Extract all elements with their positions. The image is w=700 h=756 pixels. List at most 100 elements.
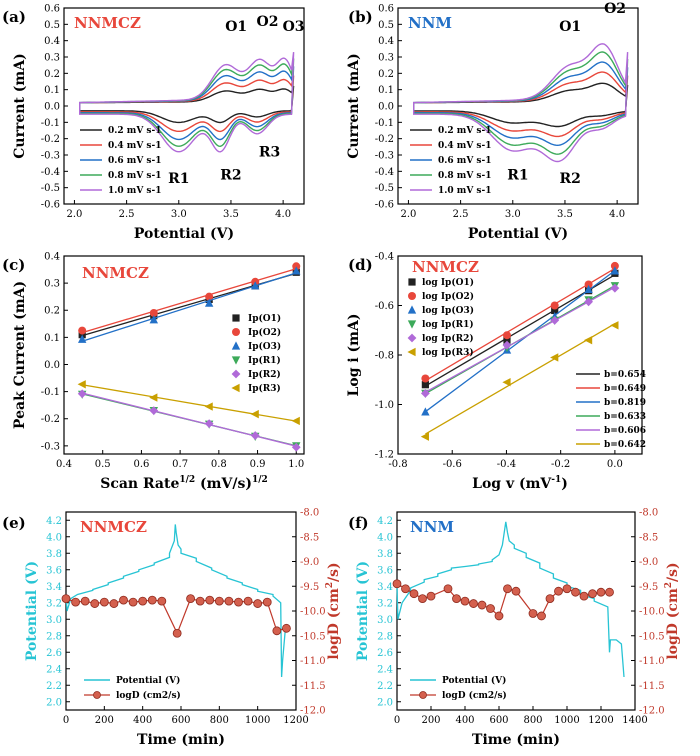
panel-f-y-tick-label: 2.4	[377, 664, 393, 675]
panel-f-y2-axis-label-sup: 2	[664, 582, 674, 588]
panel-d-data-point	[420, 432, 429, 441]
panel-a-legend-label: 1.0 mV s-1	[108, 186, 162, 196]
panel-a-y-axis-label: Current (mA)	[12, 53, 28, 158]
panel-b-y-tick-label: -0.1	[375, 118, 394, 129]
panel-a-peak-label: O2	[257, 14, 279, 30]
panel-d-data-point	[610, 283, 620, 293]
panel-b-x-tick-label: 2.0	[400, 209, 416, 220]
panel-e-logd-point	[90, 599, 100, 608]
panel-b-x-tick-label: 2.5	[453, 209, 469, 220]
panel-f-logd-point	[469, 599, 478, 608]
panel-a-peak-label: O1	[225, 19, 247, 35]
panel-c-data-point	[292, 262, 301, 271]
panel-f-y-axis-label: Potential (V)	[355, 561, 371, 661]
panel-e-y2-tick-label: -10.0	[300, 607, 326, 618]
panel-c-data-point	[291, 416, 300, 426]
panel-f-y-tick-label: 3.0	[377, 615, 393, 626]
panel-d-legend-label: log Ip(O1)	[422, 277, 474, 288]
panel-f-logd-point	[503, 584, 512, 594]
panel-a-y-tick-label: 0.2	[44, 69, 60, 80]
panel-d-fit-line	[425, 267, 616, 382]
panel-e-y-tick-label: 2.6	[46, 648, 62, 659]
panel-e-logd-point	[253, 599, 263, 608]
panel-c-data-point	[291, 442, 301, 452]
panel-a-x-axis-label: Potential (V)	[134, 226, 234, 242]
panel-f-x-tick-label: 400	[455, 715, 474, 726]
panel-f-y2-tick-label: -8.0	[639, 508, 658, 519]
panel-a-peak-label: R1	[168, 171, 189, 187]
panel-e-logd-points	[61, 594, 291, 638]
panel-d-y-tick-label: -1.0	[375, 400, 394, 411]
panel-a-y-tick-label: 0.1	[44, 85, 60, 96]
panel-a-peak-label: R3	[259, 145, 280, 161]
panel-e-x-tick-label: 800	[210, 715, 229, 726]
panel-c-x-tick-label: 0.9	[250, 459, 266, 470]
panel-f-logd-point	[545, 594, 555, 604]
panel-f-logd-point	[443, 584, 453, 594]
panel-d-y-tick-label: -0.6	[375, 301, 394, 312]
panel-d-data-point	[502, 331, 511, 340]
panel-e-legend-label: Potential (V)	[116, 675, 180, 686]
panel-c-legend-marker	[231, 356, 241, 365]
panel-f-y2-tick-label: -10.0	[639, 607, 665, 618]
panel-f-logd-point	[537, 611, 546, 621]
panel-d-data-point	[421, 381, 429, 389]
panel-b-y-tick-label: -0.2	[375, 134, 394, 145]
panel-d-data-point	[583, 335, 593, 345]
panel-e-logd-point	[128, 597, 138, 607]
panel-f-y2-axis-label-rest: /s)	[665, 562, 681, 582]
panel-f-logd-point	[596, 587, 606, 597]
panel-e-y-tick-label: 3.2	[46, 598, 62, 609]
panel-e-y-axis-label: Potential (V)	[24, 561, 40, 661]
panel-e-logd-point	[71, 597, 80, 607]
panel-f-logd-point	[494, 611, 504, 621]
panel-f-logd-point	[426, 591, 436, 601]
panel-d-x-tick-label: -0.8	[388, 459, 407, 470]
panel-f-logd-point	[571, 587, 580, 597]
panel-d-legend-marker	[407, 305, 417, 314]
panel-a-cv-series-1	[79, 85, 295, 124]
panel-b-y-tick-label: 0.0	[378, 102, 394, 113]
panel-f-y2-tick-label: -10.5	[639, 631, 665, 642]
panel-f-sample-label: NNM	[410, 518, 454, 536]
panel-b-y-tick-label: 0.6	[378, 4, 394, 15]
panel-c-panel-label: (c)	[2, 256, 25, 274]
panel-d-data-point	[584, 280, 593, 289]
panel-b-y-tick-label: 0.5	[378, 20, 394, 31]
panel-a-peak-label: O3	[283, 19, 305, 35]
panel-d-legend-marker	[408, 278, 416, 286]
panel-c-data-point	[251, 281, 260, 290]
panel-f-logd-point	[528, 609, 538, 618]
panel-e-y2-axis-label-main: logD (cm	[326, 588, 342, 660]
panel-f-legend-label: Potential (V)	[442, 675, 506, 686]
panel-d-data-point	[420, 388, 430, 398]
panel-d-legend-marker	[408, 292, 416, 300]
panel-f-y-tick-label: 3.6	[377, 565, 393, 576]
panel-c-x-tick-label: 0.8	[211, 459, 227, 470]
panel-d-data-point	[610, 266, 620, 275]
panel-a-y-tick-label: -0.6	[41, 200, 60, 211]
panel-f-x-tick-label: 1000	[554, 715, 579, 726]
panel-e-x-tick-label: 200	[95, 715, 114, 726]
panel-b-y-tick-label: 0.4	[378, 36, 394, 47]
panel-e-y-tick-label: 4.2	[46, 516, 62, 527]
panel-f-x-tick-label: 600	[489, 715, 508, 726]
panel-a-cv-series-2	[79, 75, 295, 133]
panel-f-y-tick-label: 2.8	[377, 631, 393, 642]
panel-e-logd-point	[138, 596, 148, 606]
panel-c-legend-marker	[232, 314, 240, 322]
panel-b-cv-curves	[413, 43, 629, 163]
panel-d-series-2	[421, 261, 619, 383]
panel-e-logd-point	[186, 594, 195, 604]
panel-d-series-6	[420, 321, 619, 441]
panel-a-peak-label: R2	[220, 168, 241, 184]
panel-d-data-point	[584, 284, 593, 294]
panel-e-y2-tick-label: -8.5	[300, 532, 319, 543]
panel-e-y-tick-label: 3.8	[46, 549, 62, 560]
panel-b-cv-series-5	[413, 43, 629, 163]
panel-d-y-tick-label: -0.8	[375, 351, 394, 362]
panel-c-y-tick-label: 0.0	[44, 360, 60, 371]
panel-e-logd-point	[80, 596, 90, 606]
panel-f-logd-point	[401, 584, 410, 594]
panel-c-fit-line	[81, 272, 297, 342]
